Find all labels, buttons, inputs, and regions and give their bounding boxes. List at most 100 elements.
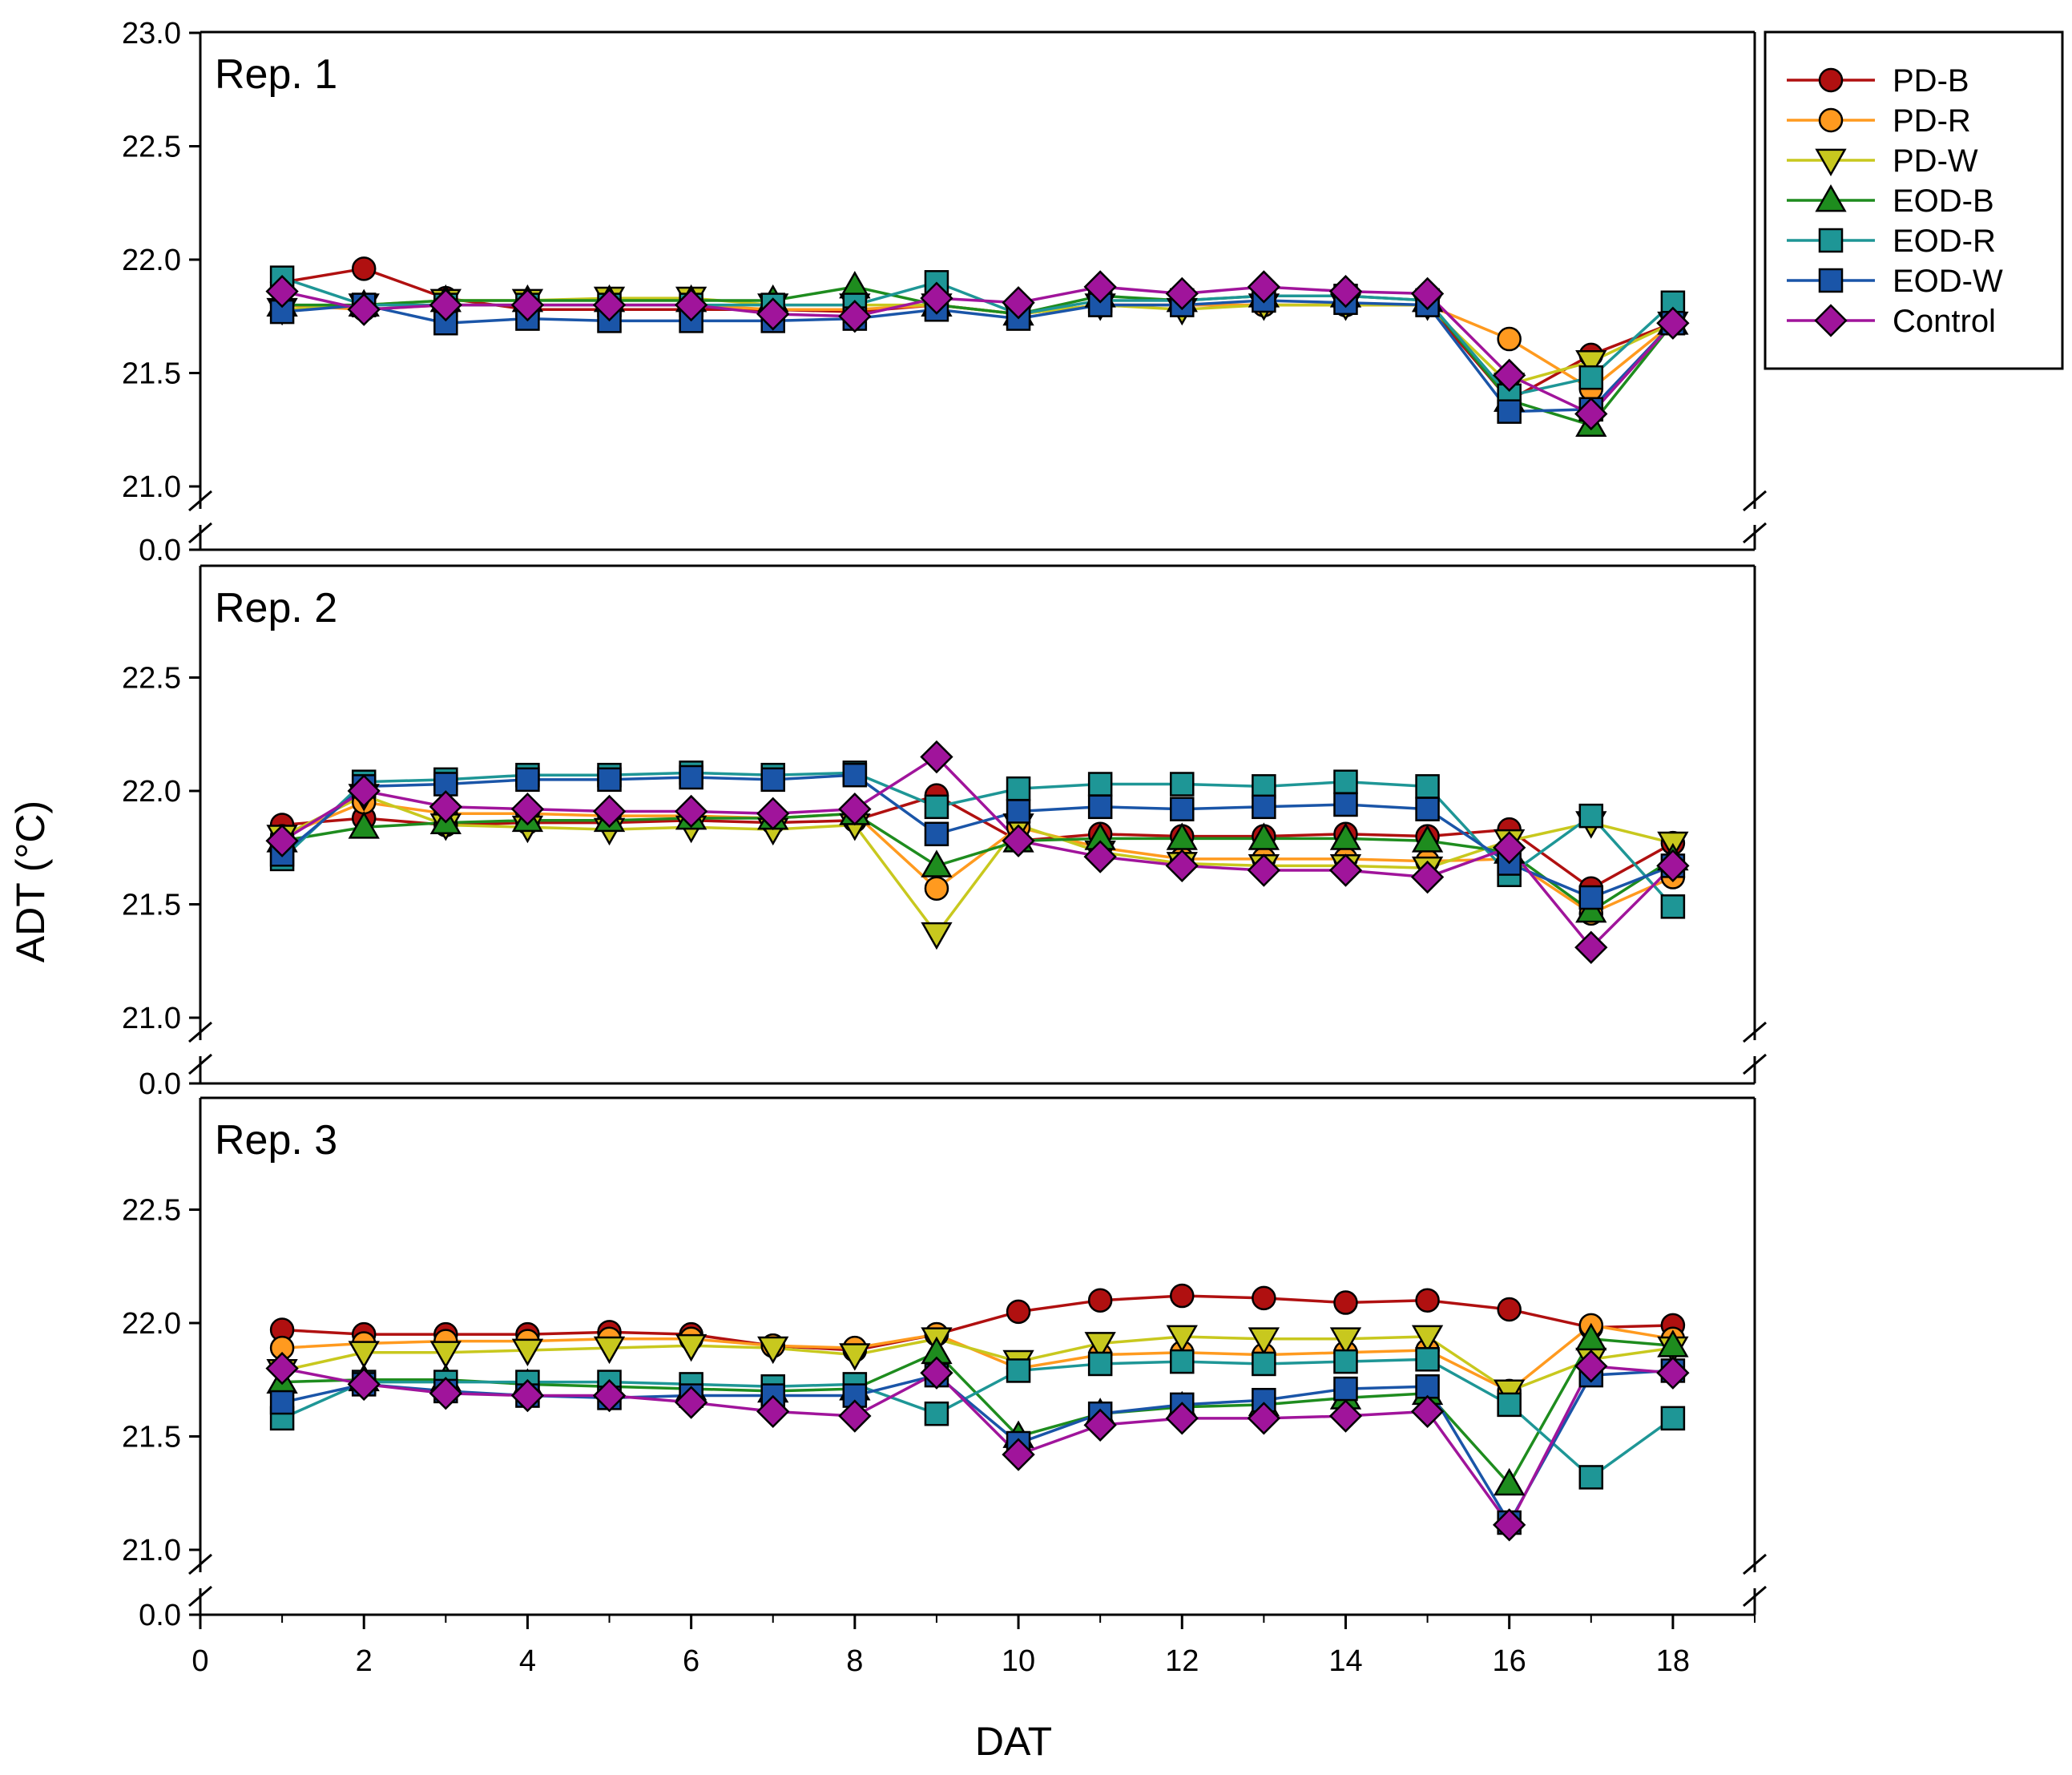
data-point xyxy=(1578,803,1604,829)
series-line-eod-r xyxy=(280,771,1675,908)
data-point xyxy=(924,821,949,847)
legend-label: EOD-R xyxy=(1893,224,1996,259)
data-point xyxy=(429,1377,462,1410)
data-point xyxy=(1493,831,1526,865)
x-tick-label: 4 xyxy=(519,1644,536,1678)
data-point xyxy=(674,1386,708,1419)
series-markers-control xyxy=(265,270,1690,431)
panel-rep-2: 22.5 22.0 21.5 21.0 0.0 Rep. 2 xyxy=(122,564,1767,1101)
data-point xyxy=(1660,1406,1686,1431)
x-tick-label: 8 xyxy=(846,1644,863,1678)
data-point xyxy=(265,274,299,309)
data-point xyxy=(1166,1325,1198,1353)
y-axis-title: ADT (°C) xyxy=(8,801,53,962)
data-point xyxy=(839,1343,871,1371)
data-point xyxy=(1247,853,1281,887)
data-point xyxy=(592,288,627,322)
x-tick-label: 18 xyxy=(1656,1644,1690,1678)
legend-item-pd-w: PD-W xyxy=(1787,143,1978,179)
series-line-pd-b xyxy=(282,1294,1673,1352)
data-point xyxy=(1578,1465,1604,1490)
series-markers-control xyxy=(265,740,1690,964)
data-point xyxy=(1170,1349,1195,1374)
series-line-pd-b xyxy=(281,793,1674,890)
data-point xyxy=(757,1336,789,1365)
data-point xyxy=(920,281,953,315)
data-point xyxy=(1656,849,1690,883)
data-point xyxy=(1002,286,1035,320)
y-tick-label: 22.5 xyxy=(122,662,181,696)
y-tick-label: 21.0 xyxy=(122,470,181,504)
data-point xyxy=(675,1333,707,1362)
data-point xyxy=(1333,1349,1358,1374)
data-point xyxy=(347,774,381,808)
axis-break-mark xyxy=(188,1053,212,1075)
data-point xyxy=(1329,822,1362,850)
y-tick-label: 22.5 xyxy=(122,1194,181,1228)
data-point xyxy=(592,794,627,829)
data-point xyxy=(1006,1299,1031,1325)
y-tick-label: 22.0 xyxy=(122,244,181,277)
y-tick-label: 22.5 xyxy=(122,131,181,164)
x-tick-label: 12 xyxy=(1165,1644,1199,1678)
data-point xyxy=(1252,774,1276,799)
data-point xyxy=(756,1394,790,1429)
data-point xyxy=(1087,1288,1113,1313)
data-point xyxy=(920,740,953,774)
data-point xyxy=(1574,930,1608,964)
data-point xyxy=(597,767,622,793)
axis-break-mark xyxy=(188,1553,212,1575)
data-point xyxy=(838,792,872,826)
data-point xyxy=(1497,399,1522,424)
series-line-pd-w xyxy=(281,793,1674,937)
axis-break-mark xyxy=(1743,1585,1767,1608)
data-point xyxy=(1333,1376,1358,1402)
series-markers-pd-b xyxy=(269,256,1686,413)
legend-label: PD-W xyxy=(1893,143,1978,179)
series-markers-pd-r xyxy=(269,1313,1686,1404)
data-point xyxy=(924,1401,949,1426)
legend-label: EOD-B xyxy=(1893,184,1994,219)
series-line-eod-w xyxy=(281,299,1675,413)
data-point xyxy=(1497,326,1522,352)
data-point xyxy=(351,256,377,281)
legend-marker xyxy=(1815,148,1847,177)
data-point xyxy=(1493,1508,1526,1542)
data-point xyxy=(1411,1325,1444,1353)
data-point xyxy=(347,292,381,326)
y-tick-label: 22.0 xyxy=(122,1307,181,1341)
data-point xyxy=(1083,1408,1117,1442)
data-point xyxy=(838,300,872,333)
axis-break-mark xyxy=(188,1585,212,1608)
data-point xyxy=(1165,276,1199,311)
data-point xyxy=(1252,794,1276,820)
data-point xyxy=(1333,769,1358,794)
data-point xyxy=(429,1341,462,1369)
data-point xyxy=(1165,1402,1199,1435)
y-tick-label: 21.0 xyxy=(122,1002,181,1035)
data-point xyxy=(1656,1356,1690,1390)
data-point xyxy=(1002,1438,1035,1471)
data-point xyxy=(348,811,380,839)
axis-break-mark xyxy=(1743,522,1767,544)
y-tick-label: 23.0 xyxy=(122,17,181,50)
data-point xyxy=(1170,1283,1195,1309)
data-point xyxy=(921,849,953,877)
x-axis-title: DAT xyxy=(975,1719,1052,1764)
data-point xyxy=(1410,860,1445,894)
axis-break-mark xyxy=(1743,490,1767,512)
legend-marker xyxy=(1818,67,1844,93)
axis-break-mark xyxy=(1743,1553,1767,1575)
data-point xyxy=(1247,1402,1281,1435)
data-point xyxy=(1574,1349,1608,1383)
panel-title: Rep. 2 xyxy=(215,585,337,631)
data-point xyxy=(1006,776,1031,801)
data-point xyxy=(1493,358,1526,392)
panel-title: Rep. 1 xyxy=(215,51,337,98)
data-point xyxy=(1252,1351,1276,1377)
series-markers-eod-r xyxy=(269,1347,1686,1490)
y-tick-label: 0.0 xyxy=(139,1599,181,1632)
data-point xyxy=(679,764,703,790)
x-tick-label: 16 xyxy=(1493,1644,1526,1678)
